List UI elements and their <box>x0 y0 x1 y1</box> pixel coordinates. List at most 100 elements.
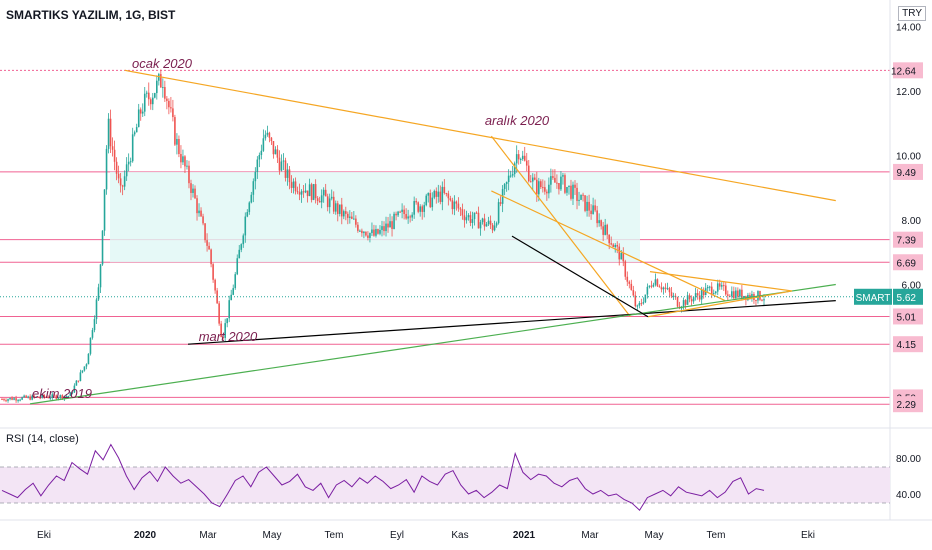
candle-body <box>491 224 494 231</box>
candle-body <box>162 87 164 89</box>
candle-body <box>43 394 46 398</box>
candle-body <box>614 245 617 248</box>
candle-body <box>672 295 675 297</box>
candle-body <box>200 210 202 217</box>
candle-body <box>724 285 727 295</box>
candle-body <box>622 253 625 262</box>
candle-body <box>176 138 178 145</box>
trend-line-black-drop <box>511 235 649 318</box>
candle-body <box>164 87 166 99</box>
candle-body <box>204 223 206 241</box>
candle-body <box>664 287 667 289</box>
candle-body <box>288 169 291 183</box>
candle-body <box>107 118 110 149</box>
candle-body <box>95 299 98 320</box>
candle-body <box>345 211 347 214</box>
time-tick-label: Mar <box>581 530 599 541</box>
level-tag-label: 4.15 <box>897 340 917 351</box>
candle-body <box>192 188 194 193</box>
candle-body <box>620 253 623 260</box>
candle-body <box>562 175 564 177</box>
candle-body <box>375 229 377 236</box>
currency-badge[interactable]: TRY <box>898 6 926 21</box>
candle-body <box>397 211 399 216</box>
candle-body <box>383 226 385 232</box>
candle-body <box>640 303 643 305</box>
candle-body <box>688 295 691 300</box>
level-tag-label: 5.01 <box>897 312 917 323</box>
candle-body <box>65 396 68 398</box>
candle-body <box>670 292 673 297</box>
time-tick-label: 2021 <box>513 530 536 541</box>
candle-body <box>196 198 198 214</box>
level-tag <box>893 231 923 248</box>
candle-body <box>536 179 538 195</box>
candle-body <box>379 229 381 234</box>
time-tick-label: Kas <box>451 530 468 541</box>
candle-body <box>642 302 645 304</box>
candle-body <box>517 154 520 160</box>
candle-body <box>459 208 462 210</box>
candle-body <box>312 184 315 200</box>
candle-body <box>63 396 66 399</box>
rsi-plot: 80.00 40.00 <box>0 443 921 511</box>
candle-body <box>698 295 701 300</box>
candle-body <box>377 229 379 234</box>
candle-body <box>113 149 116 162</box>
candle-body <box>453 201 456 210</box>
candle-body <box>178 138 180 155</box>
candle-body <box>457 203 460 209</box>
candle-body <box>234 274 237 289</box>
candle-body <box>761 299 763 301</box>
candle-body <box>220 323 222 337</box>
candle-body <box>129 161 132 163</box>
candle-body <box>45 397 48 399</box>
candle-body <box>182 156 184 163</box>
candle-body <box>33 395 35 398</box>
candle-body <box>210 249 212 265</box>
candle-body <box>519 159 522 161</box>
candle-body <box>123 176 126 187</box>
candle-body <box>11 397 13 400</box>
candle-body <box>230 294 233 301</box>
candle-body <box>487 220 490 225</box>
rsi-line <box>1 443 765 511</box>
candle-body <box>638 303 641 306</box>
candle-body <box>270 137 273 142</box>
candle-body <box>644 294 647 303</box>
level-tag-label: 7.39 <box>897 236 917 247</box>
candle-body <box>9 397 11 400</box>
candle-body <box>278 157 281 171</box>
candle-body <box>184 156 186 167</box>
candle-body <box>334 203 337 212</box>
candle-body <box>558 182 560 190</box>
candle-body <box>521 155 524 160</box>
candle-body <box>654 279 657 285</box>
candle-body <box>328 198 331 208</box>
candle-body <box>194 188 196 199</box>
candle-body <box>180 154 182 163</box>
candle-body <box>41 394 44 398</box>
candle-body <box>87 353 90 365</box>
candle-body <box>103 189 106 231</box>
candle-body <box>393 213 395 229</box>
annotation-label: ekim 2019 <box>32 386 92 401</box>
candle-body <box>421 206 424 212</box>
candle-body <box>31 395 33 400</box>
candle-body <box>509 175 512 177</box>
candle-body <box>141 111 144 114</box>
candle-body <box>660 287 663 290</box>
rsi-title: RSI (14, close) <box>6 433 79 445</box>
trend-line-orange-dec-a <box>490 135 631 318</box>
candle-body <box>310 184 313 200</box>
candle-body <box>304 190 307 193</box>
candle-body <box>485 224 488 227</box>
candle-body <box>117 173 120 179</box>
candle-body <box>39 397 42 399</box>
candle-body <box>151 97 154 105</box>
candle-body <box>27 396 29 398</box>
candle-body <box>61 395 64 399</box>
last-price-tag <box>893 288 923 305</box>
candle-body <box>73 385 76 393</box>
candle-body <box>445 193 448 195</box>
